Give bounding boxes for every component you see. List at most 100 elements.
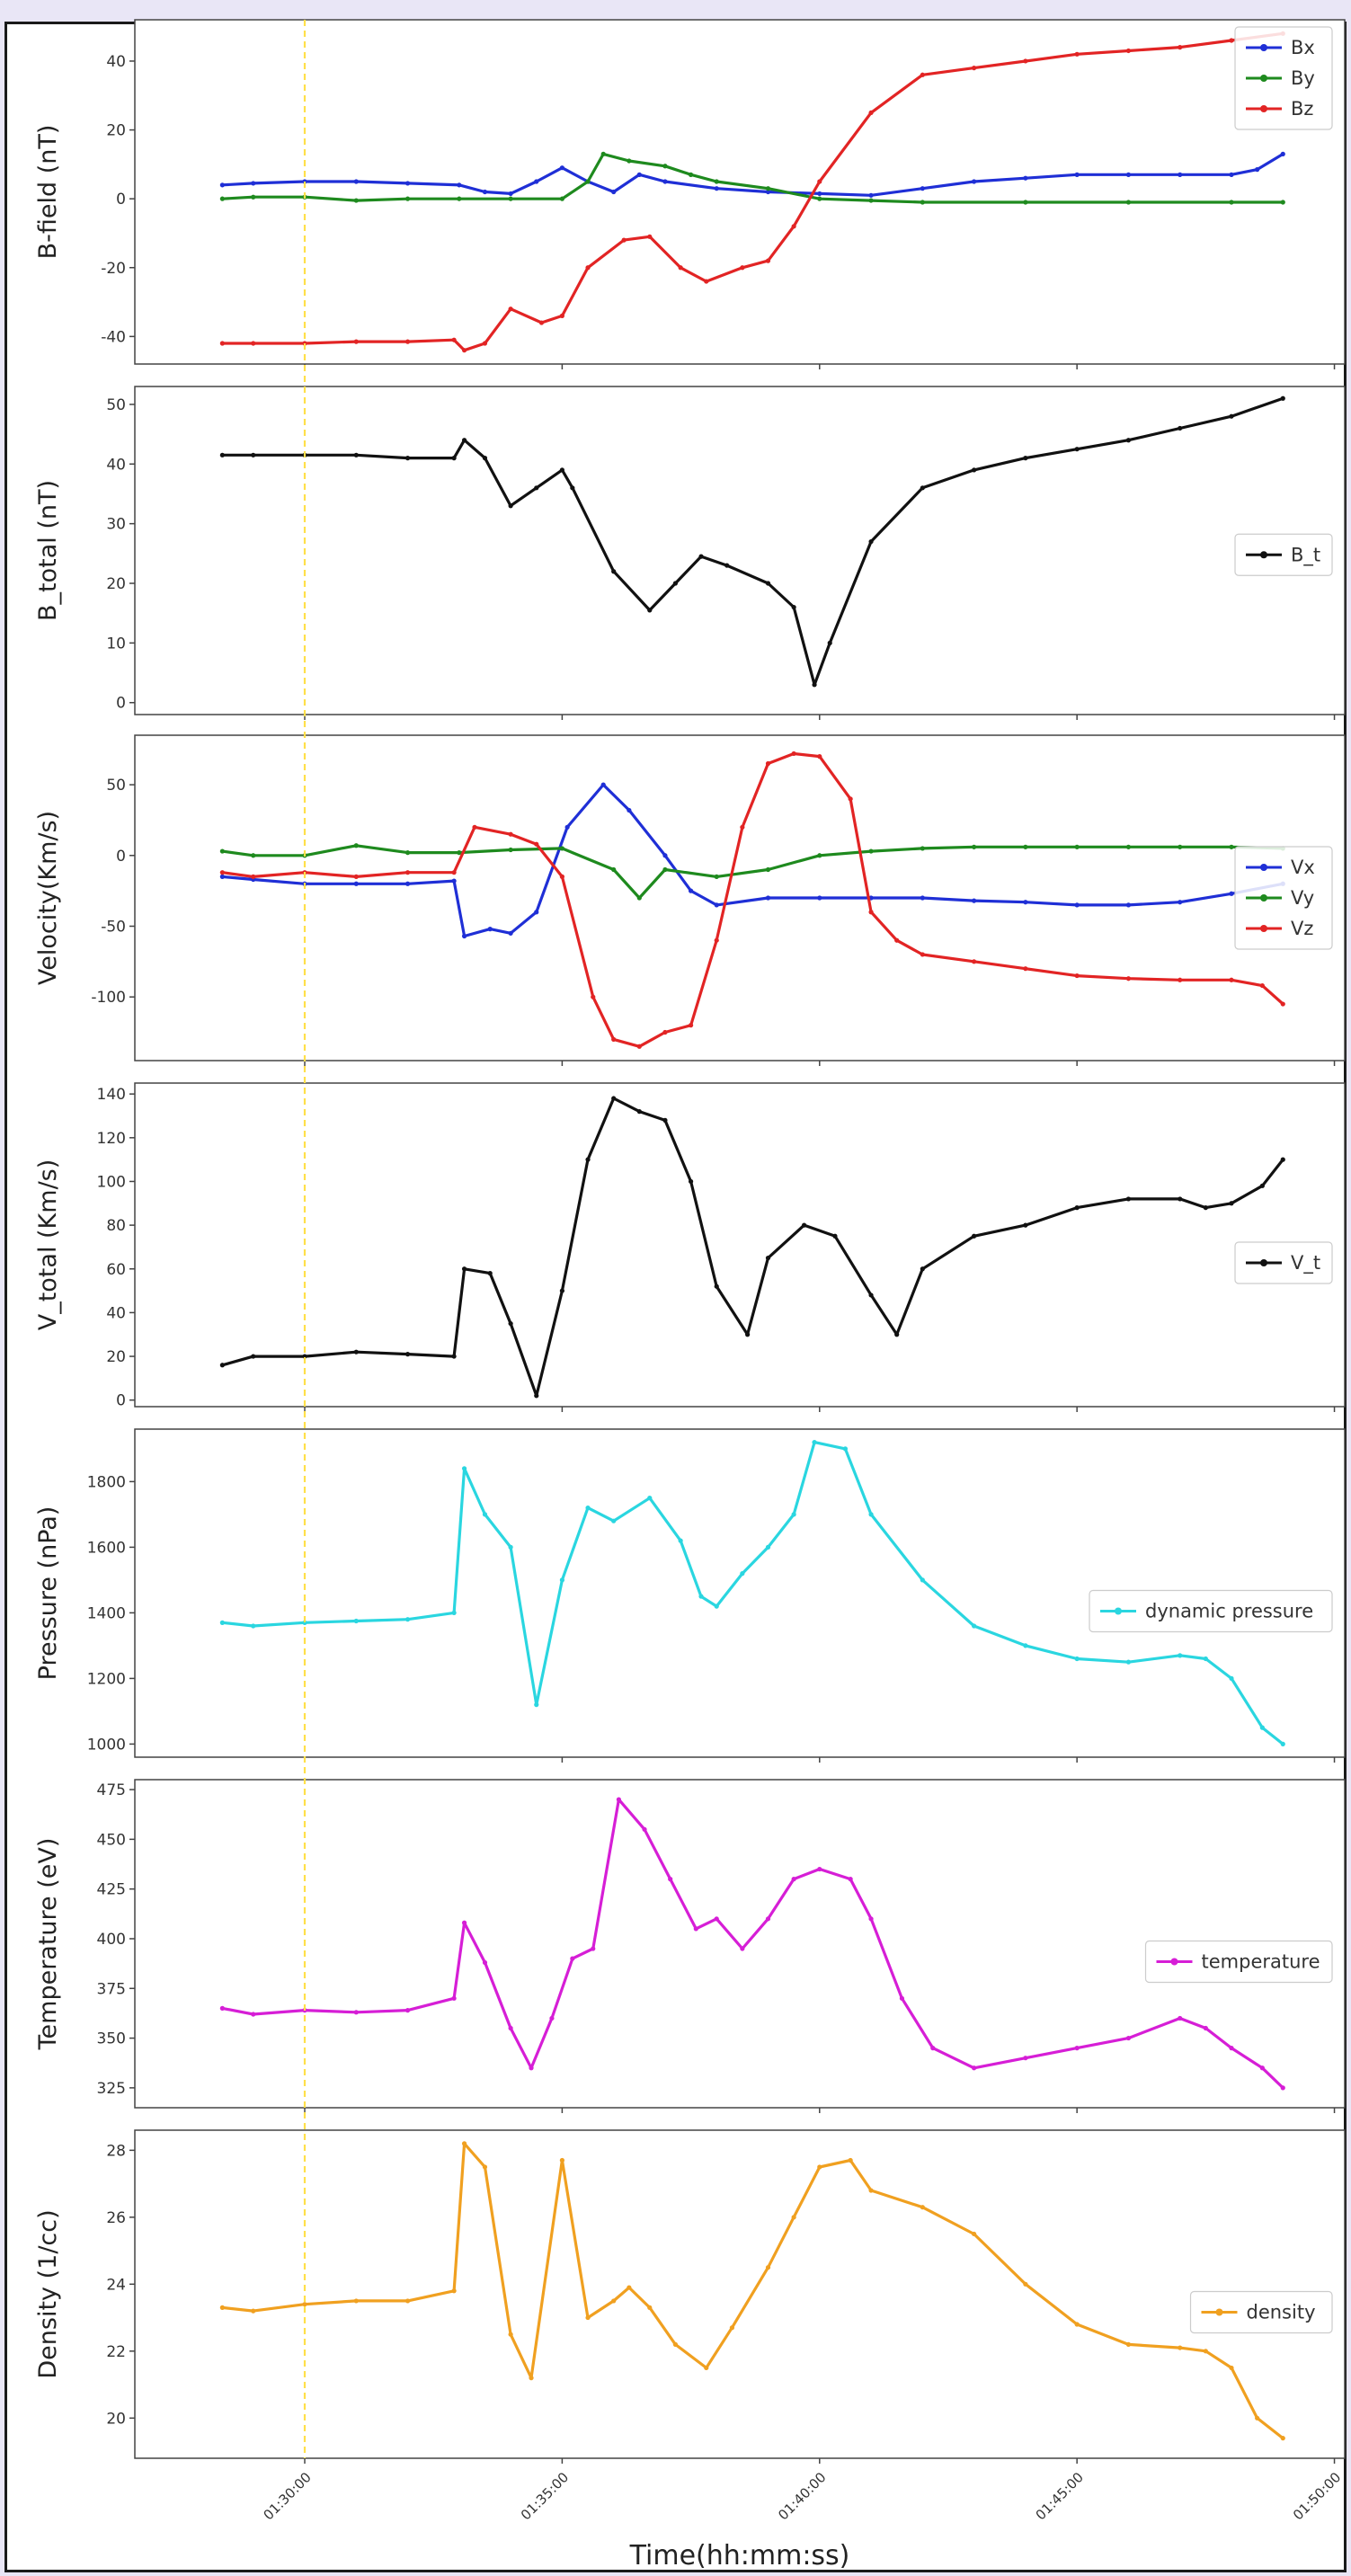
data-point [1178, 1653, 1183, 1658]
data-point [570, 1956, 575, 1961]
data-point [724, 563, 730, 568]
legend-box [1144, 1940, 1333, 1984]
data-point [1178, 45, 1183, 50]
data-point [627, 2285, 632, 2290]
legend-marker [1260, 551, 1267, 559]
data-point [616, 1797, 622, 1802]
data-point [1178, 425, 1183, 431]
data-point [353, 179, 359, 184]
data-point [765, 1255, 771, 1261]
legend-box [1189, 2290, 1333, 2334]
panel-1: -40 -20 0 20 40 B-field (nT) Bx By Bz [34, 19, 1346, 369]
data-point [353, 2298, 359, 2304]
data-point [1229, 977, 1234, 982]
data-point [585, 265, 591, 271]
legend-label: temperature [1202, 1951, 1320, 1973]
data-point [529, 2065, 534, 2071]
legend-marker [1260, 894, 1267, 902]
data-point [534, 485, 539, 491]
data-point [487, 927, 493, 932]
data-point [627, 807, 632, 813]
data-point [1229, 1675, 1234, 1681]
data-point [678, 265, 683, 271]
y-tick-label: 22 [106, 2343, 126, 2361]
data-point [508, 306, 513, 312]
panel-3: -100 -50 0 50 Velocity(Km/s) Vx Vy Vz [34, 734, 1346, 1066]
data-point [559, 196, 564, 201]
data-point [219, 196, 225, 201]
data-point [972, 844, 977, 849]
y-tick-label: 0 [116, 1392, 126, 1410]
data-point [451, 456, 457, 461]
data-point [662, 853, 668, 858]
data-point [791, 1877, 796, 1882]
data-point [482, 341, 488, 346]
legend-marker [1260, 44, 1267, 51]
data-point [570, 485, 575, 491]
data-point [219, 1620, 225, 1625]
data-point [559, 1577, 564, 1583]
data-point [461, 348, 467, 353]
y-tick-label: 40 [106, 1304, 126, 1322]
panel-4: 0 20 40 60 80 100 120 140 V_total (Km/s) V_t [34, 1082, 1346, 1412]
data-point [688, 888, 694, 893]
data-point [972, 1233, 977, 1239]
data-point [636, 1109, 642, 1115]
y-tick-label: 50 [106, 396, 126, 414]
data-point [647, 608, 653, 613]
data-point [508, 831, 513, 837]
data-point [1280, 200, 1285, 205]
legend-label: B_t [1291, 544, 1320, 566]
data-point [1023, 175, 1028, 181]
data-point [714, 179, 719, 184]
data-point [647, 1496, 653, 1501]
data-point [534, 910, 539, 915]
series-line-vz [220, 751, 1284, 1048]
data-point [1074, 902, 1080, 908]
panel-2: 0 10 20 30 40 50 B_total (nT) B_t [34, 386, 1346, 720]
data-point [538, 320, 545, 325]
data-point [1229, 2365, 1234, 2371]
data-point [508, 1544, 513, 1550]
data-point [302, 1620, 307, 1625]
data-point [817, 1866, 822, 1872]
data-point [482, 2164, 488, 2170]
data-point [1280, 2436, 1285, 2441]
data-point [1280, 395, 1285, 401]
data-point [1229, 413, 1234, 419]
data-point [920, 200, 925, 205]
data-point [662, 1029, 668, 1035]
data-point [404, 456, 411, 461]
data-point [302, 1354, 307, 1359]
data-point [642, 1826, 647, 1832]
y-tick-label: 10 [106, 635, 126, 653]
data-point [251, 1623, 256, 1629]
y-tick-label: 28 [106, 2142, 126, 2160]
data-point [457, 182, 462, 188]
legend-label: Vy [1291, 887, 1314, 909]
data-point [353, 881, 359, 886]
data-point [1178, 2015, 1183, 2021]
y-tick-label: 20 [106, 2410, 126, 2428]
data-point [451, 878, 457, 884]
data-point [972, 2231, 977, 2237]
data-point [219, 848, 225, 854]
data-point [848, 1877, 853, 1882]
data-point [1023, 900, 1028, 905]
data-point [1074, 1656, 1080, 1662]
y-tick-label: -40 [101, 328, 126, 346]
data-point [765, 581, 771, 586]
legend-marker [1260, 864, 1267, 871]
data-point [508, 2332, 513, 2337]
data-point [585, 1506, 591, 1511]
data-point [678, 1538, 683, 1543]
data-point [1125, 844, 1132, 849]
data-point [765, 186, 771, 191]
y-axis-label: Temperature (eV) [34, 1838, 62, 2051]
data-point [251, 452, 256, 457]
data-point [1023, 2281, 1028, 2287]
data-point [920, 186, 925, 191]
data-point [472, 824, 477, 830]
data-point [251, 194, 256, 200]
data-point [698, 1594, 704, 1599]
